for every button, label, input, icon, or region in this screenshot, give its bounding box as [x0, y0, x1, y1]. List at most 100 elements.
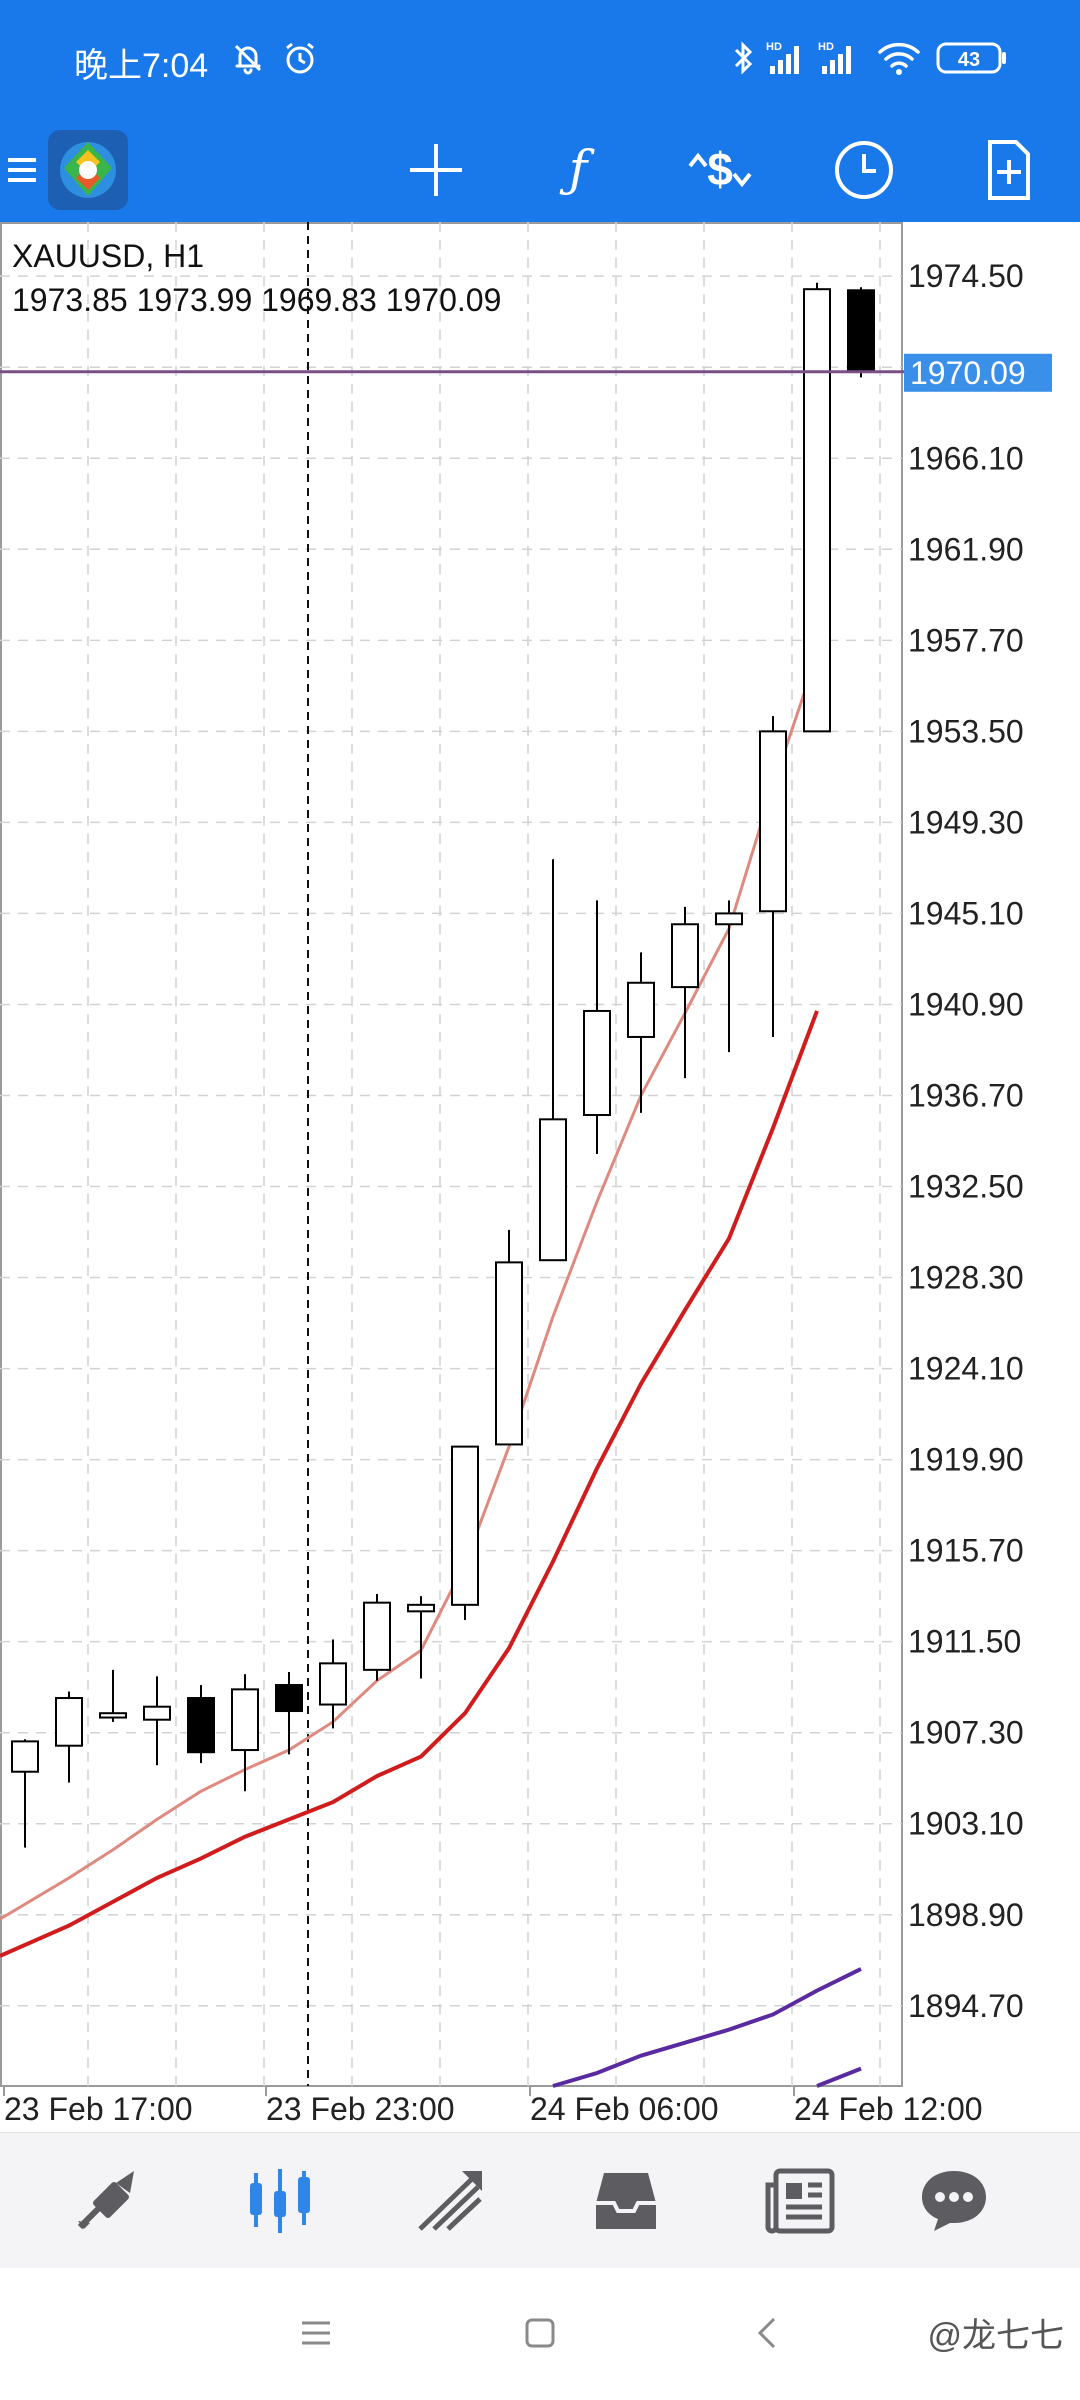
- menu-icon: [8, 158, 36, 182]
- status-bar: 晚上7:04 HD HD 43: [0, 0, 1080, 118]
- back-button[interactable]: [728, 2298, 808, 2368]
- price-axis-label: 1894.70: [908, 1988, 1024, 2024]
- chart-symbol-timeframe: XAUUSD, H1: [12, 238, 205, 274]
- candle-bull: [539, 1118, 567, 1262]
- chart-ohlc: 1973.85 1973.99 1969.83 1970.09: [12, 282, 502, 318]
- home-button[interactable]: [500, 2298, 580, 2368]
- price-axis-label: 1949.30: [908, 804, 1024, 840]
- price-axis-label: 1940.90: [908, 986, 1024, 1022]
- timeframe-button[interactable]: [816, 118, 912, 222]
- quotes-icon: [77, 2171, 134, 2230]
- candle-bull: [143, 1705, 171, 1721]
- trade-button[interactable]: $: [672, 118, 768, 222]
- recent-apps-button[interactable]: [276, 2298, 356, 2368]
- plot-border: [0, 222, 903, 2087]
- time-axis-label: 23 Feb 23:00: [266, 2091, 455, 2127]
- candle-bull: [363, 1601, 391, 1671]
- bottom-nav: [0, 2132, 1080, 2268]
- wifi-icon: [876, 38, 922, 78]
- price-axis-label: 1953.50: [908, 713, 1024, 749]
- status-time: 晚上7:04: [74, 47, 209, 85]
- price-axis-label: 1957.70: [908, 622, 1024, 658]
- menu-button[interactable]: [0, 118, 66, 222]
- tab-news[interactable]: [740, 2133, 860, 2269]
- trade-dollar-icon: $: [688, 143, 752, 195]
- candle-bull: [803, 288, 831, 733]
- mute-bell-icon: [228, 38, 268, 78]
- svg-text:HD: HD: [766, 41, 782, 53]
- price-chart[interactable]: 1974.50 1966.10 1961.90 1957.70 1953.50 1949.…: [0, 222, 1080, 2132]
- time-axis-label: 23 Feb 17:00: [4, 2091, 193, 2127]
- price-axis-label: 1924.10: [908, 1351, 1024, 1387]
- chart-area[interactable]: 1974.50 1966.10 1961.90 1957.70 1953.50 1949.…: [0, 222, 1080, 2132]
- candle-bear: [847, 289, 875, 373]
- time-axis-label: 24 Feb 12:00: [794, 2091, 983, 2127]
- signal-hd-icon: HD: [818, 38, 862, 78]
- candle-bull: [671, 923, 699, 989]
- current-price-tag: [904, 353, 1052, 392]
- current-price-label: 1970.09: [910, 355, 1026, 391]
- price-axis-label: 1961.90: [908, 531, 1024, 567]
- svg-text:HD: HD: [818, 41, 834, 53]
- tab-quotes[interactable]: [48, 2133, 168, 2269]
- indicators-f-icon: ƒ: [559, 140, 595, 198]
- ma-fast-line: [0, 655, 819, 1921]
- battery-icon: 43: [936, 38, 1008, 78]
- tab-chart[interactable]: [220, 2133, 340, 2269]
- price-axis-label: 1945.10: [908, 895, 1024, 931]
- price-axis-label: 1932.50: [908, 1169, 1024, 1205]
- bluetooth-icon: [728, 38, 758, 78]
- svg-text:ƒ: ƒ: [559, 140, 595, 198]
- home-square-icon: [525, 2318, 555, 2348]
- new-order-button[interactable]: [960, 118, 1056, 222]
- watermark: @龙七七: [927, 2317, 1064, 2355]
- crosshair-button[interactable]: [388, 118, 484, 222]
- candle-bull: [231, 1688, 259, 1752]
- back-chevron-icon: [757, 2317, 776, 2349]
- candle-bull: [715, 912, 743, 926]
- history-icon: [596, 2173, 656, 2229]
- svg-text:$: $: [707, 143, 733, 195]
- price-axis-label: 1928.30: [908, 1260, 1024, 1296]
- price-axis-label: 1907.30: [908, 1715, 1024, 1751]
- candle-bull: [627, 981, 655, 1038]
- price-axis-label: 1966.10: [908, 440, 1024, 476]
- ma-purple-line-2: [816, 2066, 862, 2088]
- candle-bull: [759, 730, 787, 913]
- menu-lines-icon: [302, 2321, 330, 2345]
- app-logo-icon: [48, 130, 128, 210]
- battery-level: 43: [958, 49, 980, 71]
- price-axis-label: 1936.70: [908, 1077, 1024, 1113]
- price-axis-label: 1898.90: [908, 1897, 1024, 1933]
- trade-icon: [418, 2171, 482, 2231]
- ma-purple-line: [552, 1967, 862, 2088]
- toolbar: ƒ $: [0, 118, 1080, 222]
- header: 晚上7:04 HD HD 43: [0, 0, 1080, 222]
- chart-icon: [250, 2169, 310, 2233]
- price-axis-label: 1903.10: [908, 1806, 1024, 1842]
- candle-bull: [583, 1009, 611, 1116]
- chat-icon: [922, 2171, 986, 2231]
- signal-hd-icon: HD: [766, 38, 810, 78]
- time-axis-label: 24 Feb 06:00: [530, 2091, 719, 2127]
- price-axis-label: 1915.70: [908, 1533, 1024, 1569]
- candle-bull: [11, 1740, 39, 1773]
- tab-history[interactable]: [566, 2133, 686, 2269]
- news-icon: [765, 2168, 835, 2234]
- tab-chat[interactable]: [894, 2133, 1014, 2269]
- app-logo[interactable]: [40, 118, 136, 222]
- timeframe-clock-icon: [835, 141, 893, 199]
- tab-trade[interactable]: [392, 2133, 512, 2269]
- price-axis-label: 1911.50: [908, 1624, 1021, 1660]
- candle-bear: [275, 1684, 303, 1713]
- new-order-icon: [988, 140, 1030, 200]
- candle-bull: [407, 1603, 435, 1613]
- indicators-button[interactable]: ƒ: [530, 118, 626, 222]
- price-axis-label: 1974.50: [908, 258, 1024, 294]
- alarm-icon: [280, 38, 320, 78]
- candle-bull: [451, 1445, 479, 1606]
- ma-slow-line: [0, 1010, 819, 1958]
- system-nav-bar: @龙七七: [0, 2268, 1080, 2400]
- candle-bull: [55, 1697, 83, 1747]
